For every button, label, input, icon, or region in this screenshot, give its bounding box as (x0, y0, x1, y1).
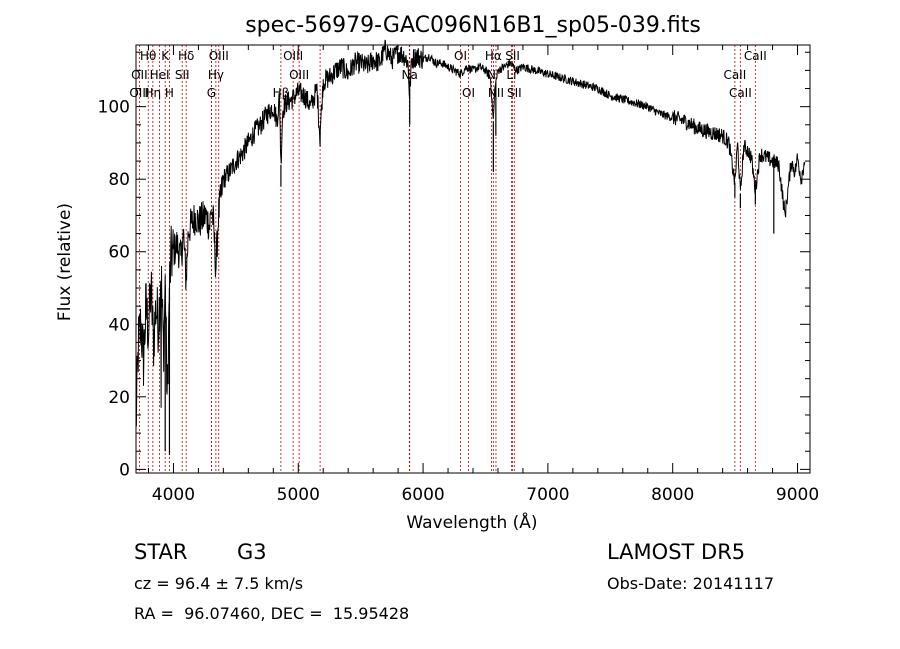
spectral-line-label: OI (462, 86, 475, 100)
spectral-line-label: OII (131, 68, 148, 82)
spectral-line-label: OIII (283, 49, 303, 63)
spectral-line-label: H (165, 86, 174, 100)
x-axis: 4000 5000 6000 7000 8000 9000 (147, 45, 819, 505)
spectral-line-label: CaII (729, 86, 752, 100)
y-tick-label: 20 (108, 388, 130, 408)
spectral-line-label: SII (507, 86, 522, 100)
spectral-line-label: K (161, 49, 170, 63)
spectral-line-label: Hδ (178, 49, 194, 63)
plot-frame (135, 44, 811, 474)
spectrum-series (135, 39, 806, 455)
y-tick-label: 80 (108, 170, 130, 190)
redshift-velocity: cz = 96.4 ± 7.5 km/s (134, 574, 304, 593)
spectral-line-label: Na (402, 68, 418, 82)
observation-date: Obs-Date: 20141117 (607, 574, 775, 593)
y-tick-label: 60 (108, 243, 130, 263)
x-tick-label: 5000 (277, 485, 320, 505)
spectral-line-label: SII (175, 68, 190, 82)
x-axis-label: Wavelength (Å) (406, 511, 537, 533)
spectral-line-label: OI (454, 49, 467, 63)
object-type: STAR (134, 540, 188, 564)
x-tick-label: 8000 (651, 485, 694, 505)
y-tick-label: 0 (119, 460, 130, 480)
spectral-line-label: Hη (145, 86, 162, 100)
spectral-line-label: N (487, 68, 496, 82)
survey-name: LAMOST DR5 (607, 540, 746, 564)
spectral-line-label: HeI (150, 68, 170, 82)
spectral-line-label: CaII (744, 49, 767, 63)
y-axis: 0 20 40 60 80 100 (98, 51, 810, 480)
spectral-line-label: Hθ (140, 49, 156, 63)
spectral-line-label: G (207, 86, 216, 100)
spectral-line-label: OIII (129, 86, 149, 100)
y-tick-label: 40 (108, 315, 130, 335)
spectral-line-label: Hα (485, 49, 502, 63)
spectral-line-label: SII (505, 49, 520, 63)
spectrum-line (135, 39, 806, 427)
y-axis-label: Flux (relative) (55, 203, 75, 321)
spectral-line-label: CaII (723, 68, 746, 82)
spectral-line-label: Hγ (208, 68, 224, 82)
spectral-line-markers (138, 45, 756, 473)
y-tick-label: 100 (98, 98, 130, 118)
spectral-line-label: OIII (209, 49, 229, 63)
x-tick-label: 4000 (152, 485, 195, 505)
x-tick-label: 7000 (526, 485, 569, 505)
coordinates: RA = 96.07460, DEC = 15.95428 (134, 604, 410, 623)
x-tick-label: 9000 (776, 485, 819, 505)
x-tick-label: 6000 (401, 485, 444, 505)
spectral-line-label: Li (506, 68, 516, 82)
object-subclass: G3 (237, 540, 267, 564)
spectral-line-label: OIII (289, 68, 309, 82)
chart-title: spec-56979-GAC096N16B1_sp05-039.fits (245, 13, 701, 38)
